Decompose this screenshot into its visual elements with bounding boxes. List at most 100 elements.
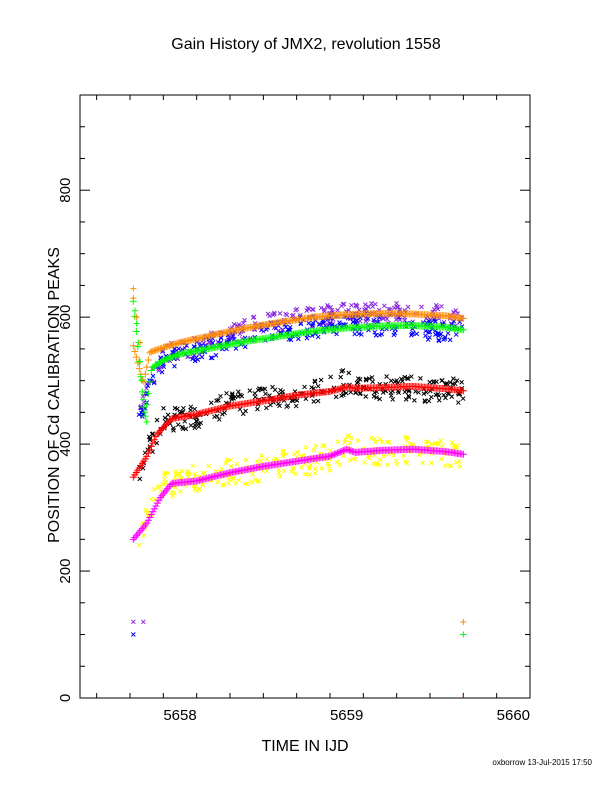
- data-point: [424, 389, 429, 395]
- data-point: [388, 390, 394, 396]
- data-point: [418, 376, 423, 381]
- data-point: [223, 460, 228, 466]
- fit-point: [138, 388, 146, 396]
- data-point: [230, 333, 236, 339]
- data-point: [185, 474, 191, 480]
- data-point: [453, 332, 459, 337]
- data-point: [420, 460, 425, 466]
- data-point: [231, 321, 237, 327]
- data-point: [156, 368, 162, 374]
- data-point: [441, 337, 446, 342]
- x-axis-label: TIME IN IJD: [261, 738, 349, 755]
- fit-point: [131, 347, 139, 355]
- y-tick-label: 800: [57, 178, 74, 203]
- fit-point: [143, 401, 151, 409]
- fit-point: [129, 342, 137, 350]
- data-point: [216, 417, 222, 422]
- data-point: [435, 392, 441, 397]
- data-point: [247, 388, 253, 393]
- data-point: [384, 439, 390, 445]
- data-point: [277, 474, 283, 479]
- data-point: [313, 443, 319, 449]
- data-point: [194, 488, 199, 493]
- data-point: [136, 412, 142, 418]
- data-point: [280, 389, 285, 395]
- spike-point: [143, 418, 150, 425]
- data-point: [143, 507, 149, 513]
- fit-point: [143, 519, 151, 527]
- data-point: [254, 458, 260, 464]
- data-point: [140, 394, 146, 399]
- data-point: [373, 333, 379, 338]
- fit-point: [162, 355, 170, 363]
- data-point: [409, 374, 414, 379]
- data-point: [339, 369, 345, 374]
- data-point: [350, 319, 356, 325]
- data-point: [329, 307, 335, 313]
- data-point: [395, 304, 401, 310]
- data-point: [312, 466, 318, 471]
- data-point: [136, 542, 142, 548]
- data-point: [422, 399, 428, 405]
- data-point: [368, 435, 374, 441]
- data-point: [369, 301, 374, 306]
- data-point: [310, 321, 316, 326]
- fit-point: [159, 356, 167, 364]
- data-point: [377, 462, 383, 468]
- fit-point: [171, 352, 179, 360]
- fit-point: [164, 355, 172, 363]
- data-point: [151, 379, 157, 385]
- data-point: [438, 438, 444, 444]
- data-point: [394, 461, 400, 467]
- spike-point: [130, 285, 137, 292]
- data-point: [385, 462, 390, 468]
- fit-point: [170, 352, 178, 360]
- fit-point: [345, 446, 353, 454]
- data-point: [439, 378, 445, 384]
- data-point: [354, 380, 360, 386]
- data-point: [184, 343, 189, 348]
- data-point: [276, 470, 281, 476]
- data-point: [442, 334, 448, 340]
- data-point: [438, 456, 444, 462]
- data-point: [243, 408, 248, 414]
- data-point: [340, 301, 346, 307]
- y-tick-label: 400: [57, 432, 74, 457]
- fit-point: [335, 448, 343, 456]
- data-point: [426, 398, 432, 404]
- outlier-point: [460, 618, 467, 625]
- data-point: [416, 452, 422, 458]
- data-point: [229, 397, 235, 402]
- data-point: [341, 323, 347, 329]
- data-point: [188, 423, 194, 428]
- data-point: [356, 307, 362, 313]
- data-point: [165, 412, 171, 418]
- data-point: [141, 533, 147, 538]
- data-point: [347, 440, 353, 446]
- fit-point: [129, 535, 137, 543]
- fit-point: [153, 430, 161, 438]
- spike-point: [137, 339, 143, 346]
- data-point: [195, 357, 201, 362]
- outlier-point: [130, 619, 136, 625]
- fit-point: [168, 353, 176, 361]
- fit-point: [164, 484, 172, 492]
- data-point: [306, 466, 312, 471]
- data-point: [381, 303, 387, 309]
- data-point: [353, 302, 359, 308]
- fit-point: [156, 427, 164, 435]
- data-point: [271, 399, 276, 405]
- fit-point: [138, 525, 146, 533]
- data-point: [281, 448, 286, 454]
- data-point: [172, 412, 177, 418]
- data-point: [311, 399, 317, 404]
- fit-point: [167, 353, 175, 361]
- data-point: [295, 336, 301, 342]
- data-point: [370, 304, 376, 309]
- outlier-point: [140, 619, 146, 625]
- data-point: [432, 319, 438, 324]
- fit-point: [143, 452, 151, 460]
- fit-point: [173, 351, 181, 359]
- data-point: [242, 344, 248, 350]
- data-point: [455, 400, 461, 405]
